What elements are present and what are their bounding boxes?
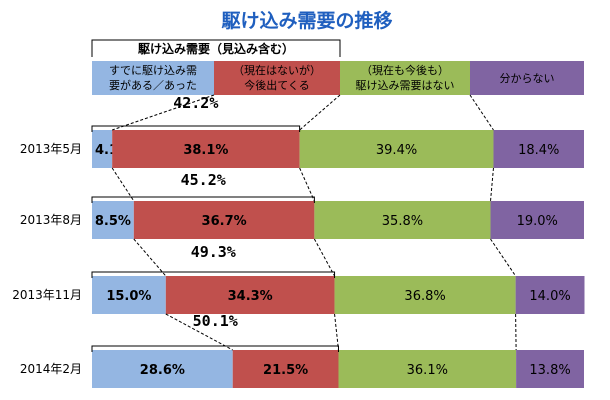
connector-line — [133, 238, 167, 277]
data-label: 39.4% — [376, 143, 417, 158]
legend-swatch — [470, 61, 584, 95]
connector-line — [469, 94, 494, 131]
bar-segment — [516, 350, 584, 388]
connector-line — [112, 94, 215, 131]
data-label: 35.8% — [382, 214, 423, 229]
bar-segment — [334, 276, 516, 314]
bar-segment — [232, 350, 339, 388]
data-label: 15.0% — [106, 289, 151, 304]
group-label: 駆け込み需要（見込み含む） — [138, 41, 294, 56]
bar-segment — [493, 130, 584, 168]
total-bracket — [91, 125, 301, 132]
data-label: 19.0% — [517, 214, 558, 229]
total-label: 50.1% — [193, 312, 238, 330]
legend-label: 駆け込み需要はない — [356, 79, 455, 92]
connector-line — [490, 238, 517, 277]
legend-swatch — [92, 61, 214, 95]
category-label: 2013年5月 — [20, 142, 82, 156]
connector-line — [490, 167, 494, 202]
total-label: 45.2% — [181, 171, 226, 189]
bar-segment — [92, 130, 113, 168]
chart-title: 駆け込み需要の推移 — [221, 9, 392, 32]
connector-line — [111, 167, 135, 202]
connector-line — [299, 167, 315, 202]
data-label: 34.3% — [228, 289, 273, 304]
category-label: 2013年8月 — [20, 213, 82, 227]
total-label: 42.2% — [173, 94, 218, 112]
legend-swatch — [340, 61, 470, 95]
legend-label: すでに駆け込み需 — [109, 64, 197, 77]
bar-segment — [92, 350, 233, 388]
total-label: 49.3% — [191, 243, 236, 261]
bar-segment — [338, 350, 517, 388]
legend-label: 今後出てくる — [244, 78, 309, 92]
group-bracket — [91, 39, 341, 57]
data-label: 13.8% — [529, 363, 570, 378]
bar-segment — [314, 201, 491, 239]
data-label: 21.5% — [263, 363, 308, 378]
legend-label: （現在はないが） — [233, 63, 321, 77]
bar-segment — [92, 276, 166, 314]
bar-segment — [133, 201, 315, 239]
bar-segment — [165, 276, 335, 314]
legend-label: 分からない — [500, 72, 555, 85]
data-label: 36.7% — [202, 214, 247, 229]
connector-line — [313, 238, 335, 277]
connector-line — [299, 94, 341, 131]
bar-segment — [299, 130, 494, 168]
data-label: 8.5% — [95, 214, 131, 229]
bar-segment — [515, 276, 585, 314]
data-label: 14.0% — [529, 289, 570, 304]
data-label: 36.8% — [404, 289, 445, 304]
connector-line — [334, 313, 339, 351]
data-label: 28.6% — [140, 363, 185, 378]
bar-segment — [112, 130, 300, 168]
bar-segment — [490, 201, 584, 239]
legend-label: 要がある／あった — [109, 78, 197, 92]
category-label: 2013年11月 — [12, 288, 82, 302]
legend-swatch — [214, 61, 340, 95]
data-label: 36.1% — [407, 363, 448, 378]
connector-line — [165, 313, 233, 351]
data-label: 38.1% — [183, 143, 228, 158]
legend-label: （現在も今後も） — [361, 63, 449, 77]
data-label: 18.4% — [518, 143, 559, 158]
category-label: 2014年2月 — [20, 362, 82, 376]
bar-segment — [92, 201, 134, 239]
bars: 4.1%38.1%39.4%18.4%2013年5月42.2%8.5%36.7%… — [12, 94, 585, 388]
